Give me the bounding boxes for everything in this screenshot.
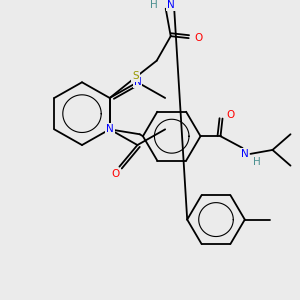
Text: N: N — [167, 0, 175, 10]
Text: H: H — [253, 157, 260, 167]
Text: O: O — [195, 33, 203, 43]
Text: N: N — [106, 124, 114, 134]
Text: S: S — [132, 71, 139, 81]
Text: N: N — [241, 149, 248, 159]
Text: O: O — [111, 169, 120, 179]
Text: H: H — [150, 0, 158, 10]
Text: N: N — [134, 77, 141, 87]
Text: O: O — [226, 110, 235, 120]
